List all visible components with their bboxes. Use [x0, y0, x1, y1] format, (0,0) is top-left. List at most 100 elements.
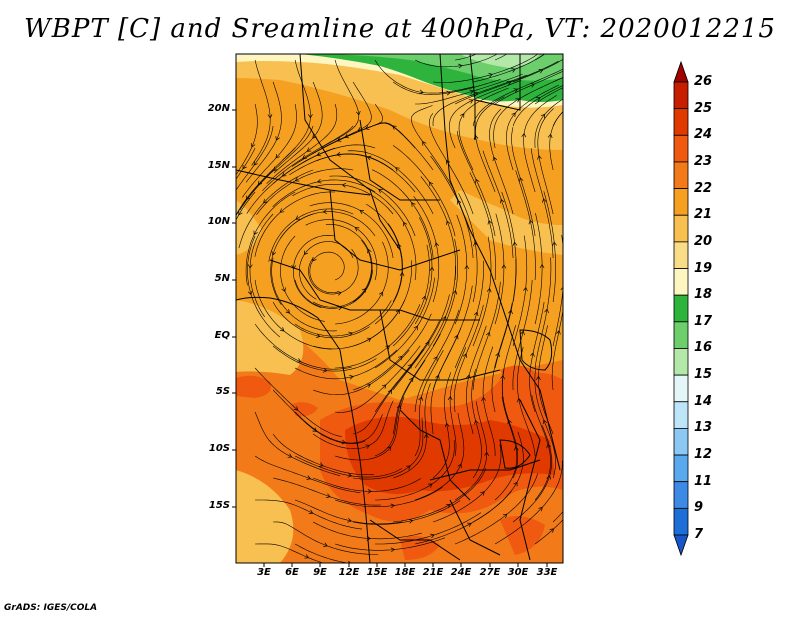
- streamline: [414, 349, 444, 457]
- streamline: [239, 125, 314, 211]
- streamline: [432, 444, 502, 523]
- lon-tick-label: 30E: [507, 567, 529, 578]
- streamline-arrow: [530, 352, 535, 357]
- streamline: [273, 521, 379, 555]
- streamline: [393, 468, 487, 523]
- colorbar-level-label: 7: [694, 527, 704, 542]
- streamline: [273, 477, 382, 506]
- streamline: [294, 300, 392, 337]
- streamline-arrow: [422, 141, 427, 146]
- streamline: [335, 486, 443, 507]
- streamline-arrow: [379, 291, 384, 297]
- streamline-arrow: [245, 195, 251, 201]
- streamline: [392, 79, 501, 95]
- streamline-arrow: [302, 154, 307, 159]
- colorbar-swatch: [673, 161, 689, 189]
- streamline-arrow: [347, 518, 352, 523]
- streamlines-layer: [236, 54, 563, 563]
- streamline: [411, 105, 456, 193]
- streamline-arrow: [407, 363, 412, 369]
- streamline: [523, 95, 557, 193]
- streamline-arrow: [446, 503, 451, 509]
- streamline: [374, 320, 440, 413]
- streamline-arrow: [511, 68, 516, 73]
- lat-tick-label: 20N: [207, 103, 230, 114]
- lon-tick-label: 24E: [450, 567, 472, 578]
- streamline: [335, 304, 421, 369]
- streamline-arrow: [267, 114, 273, 119]
- streamline-arrow: [390, 547, 396, 553]
- streamline-arrow: [294, 177, 300, 182]
- streamline-arrow: [521, 132, 527, 138]
- streamline: [512, 279, 533, 391]
- streamline-arrow: [361, 287, 366, 293]
- streamline-arrow: [513, 446, 519, 451]
- streamline-arrow: [435, 374, 440, 380]
- streamline: [366, 203, 403, 303]
- streamline: [551, 308, 563, 391]
- streamline: [294, 411, 383, 444]
- streamline: [469, 172, 496, 281]
- streamline: [414, 217, 433, 325]
- streamline-arrow: [537, 155, 542, 160]
- streamline-arrow: [546, 475, 551, 480]
- streamline: [454, 473, 538, 545]
- streamline-arrow: [520, 330, 525, 336]
- streamline: [471, 369, 482, 479]
- streamline-arrow: [406, 465, 411, 470]
- streamline-arrow: [253, 161, 258, 166]
- colorbar-top-arrow: [673, 60, 689, 83]
- streamline: [466, 325, 487, 435]
- streamline: [236, 147, 296, 216]
- streamline: [353, 313, 432, 391]
- streamline-arrow: [247, 264, 253, 269]
- colorbar-level-label: 22: [694, 180, 713, 196]
- streamline-arrow: [285, 309, 290, 314]
- streamline-arrow: [348, 560, 352, 563]
- streamline: [482, 346, 496, 456]
- streamline: [255, 499, 363, 530]
- colorbar-swatch: [673, 321, 689, 349]
- lat-tick-label: 15N: [207, 160, 230, 171]
- chart-title: WBPT [C] and Sreamline at 400hPa, VT: 20…: [24, 14, 776, 44]
- streamline-arrow: [271, 251, 277, 256]
- lon-tick-label: 27E: [479, 567, 501, 578]
- streamline: [433, 54, 539, 83]
- streamline-arrow: [429, 181, 434, 187]
- streamline-arrow: [238, 210, 243, 216]
- streamline-arrow: [341, 182, 347, 188]
- streamline: [415, 412, 465, 501]
- streamline: [392, 145, 456, 237]
- streamline-arrow: [322, 367, 328, 373]
- streamline: [313, 349, 410, 396]
- streamline-arrow: [473, 91, 479, 97]
- streamline: [312, 239, 372, 308]
- streamline-arrow: [560, 286, 563, 291]
- streamline-arrow: [452, 290, 458, 295]
- colorbar-level-label: 25: [694, 100, 713, 116]
- streamline: [393, 383, 431, 479]
- streamline-arrow: [473, 311, 479, 317]
- streamline: [534, 369, 556, 479]
- streamline-arrow: [367, 248, 372, 254]
- streamline-arrow: [347, 472, 353, 478]
- streamline: [374, 59, 475, 94]
- streamline-arrow: [446, 220, 451, 226]
- colorbar-level-label: 17: [694, 313, 713, 329]
- colorbar-swatch: [673, 507, 689, 536]
- lat-tick-label: 10N: [207, 216, 230, 227]
- streamline-arrow: [390, 503, 395, 509]
- streamline-arrow: [467, 522, 472, 527]
- streamline: [453, 304, 484, 413]
- streamline: [236, 103, 258, 176]
- streamline: [255, 543, 325, 563]
- streamline-arrow: [511, 112, 516, 117]
- country-borders: [236, 54, 561, 563]
- streamline: [251, 59, 271, 166]
- streamline: [294, 455, 403, 478]
- streamline: [375, 440, 455, 501]
- streamline: [292, 184, 394, 215]
- streamline-arrow: [539, 263, 545, 269]
- streamline-arrow: [348, 331, 353, 337]
